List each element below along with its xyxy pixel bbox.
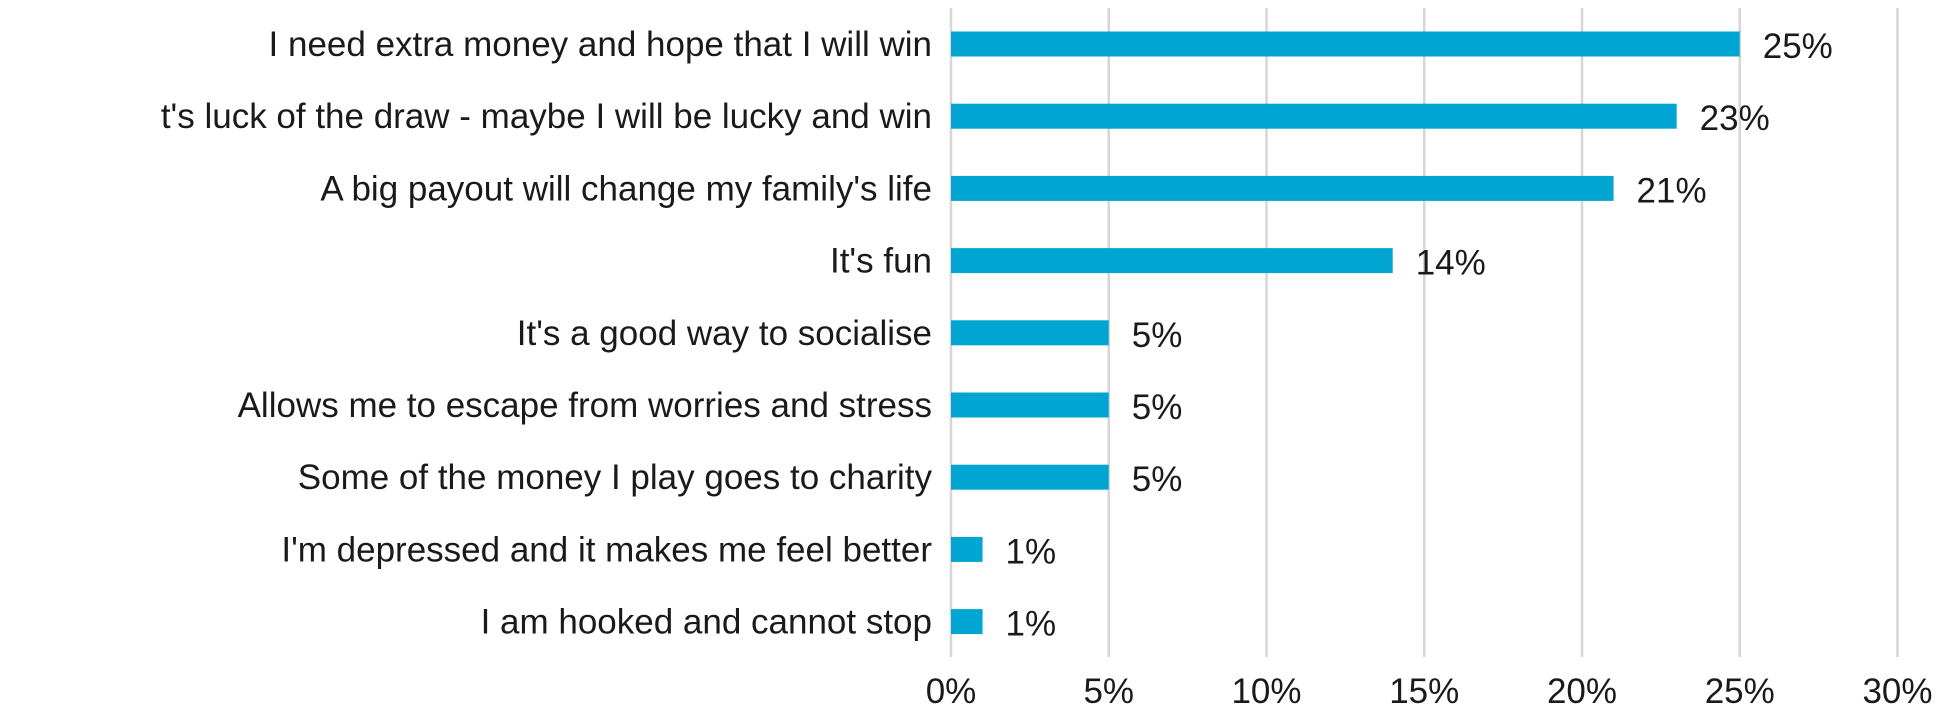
data-label: 5% (1132, 388, 1183, 427)
data-label: 14% (1416, 244, 1486, 283)
category-label: I am hooked and cannot stop (481, 603, 932, 642)
category-labels: I need extra money and hope that I will … (161, 25, 933, 642)
category-label: A big payout will change my family's lif… (320, 169, 932, 208)
bar (951, 392, 1109, 418)
data-label: 1% (1006, 532, 1057, 571)
category-label: t's luck of the draw - maybe I will be l… (161, 97, 932, 136)
category-label: Some of the money I play goes to charity (298, 458, 933, 497)
bar-layer (951, 31, 1740, 635)
bar (951, 536, 983, 562)
bar (951, 320, 1109, 346)
bar (951, 103, 1677, 129)
data-label: 23% (1700, 99, 1770, 138)
x-tick-label: 30% (1862, 672, 1932, 711)
bar (951, 175, 1614, 201)
bar (951, 248, 1393, 274)
value-labels: 25% 23% 21% 14% 5% 5% 5% 1% 1% (1006, 27, 1833, 644)
x-tick-label: 5% (1083, 672, 1134, 711)
category-label: Allows me to escape from worries and str… (238, 386, 932, 425)
x-tick-label: 20% (1547, 672, 1617, 711)
bar (951, 609, 983, 635)
x-axis-tick-labels: 0% 5% 10% 15% 20% 25% 30% (926, 672, 1933, 711)
bar (951, 31, 1740, 57)
x-tick-label: 10% (1231, 672, 1301, 711)
x-tick-label: 0% (926, 672, 977, 711)
category-label: It's a good way to socialise (517, 314, 932, 353)
data-label: 21% (1637, 171, 1707, 210)
category-label: I need extra money and hope that I will … (269, 25, 932, 64)
x-tick-label: 25% (1705, 672, 1775, 711)
category-label: It's fun (830, 242, 932, 281)
data-label: 5% (1132, 460, 1183, 499)
category-label: I'm depressed and it makes me feel bette… (281, 530, 932, 569)
x-tick-label: 15% (1389, 672, 1459, 711)
data-label: 25% (1763, 27, 1833, 66)
data-label: 1% (1006, 605, 1057, 644)
bar (951, 464, 1109, 490)
data-label: 5% (1132, 316, 1183, 355)
